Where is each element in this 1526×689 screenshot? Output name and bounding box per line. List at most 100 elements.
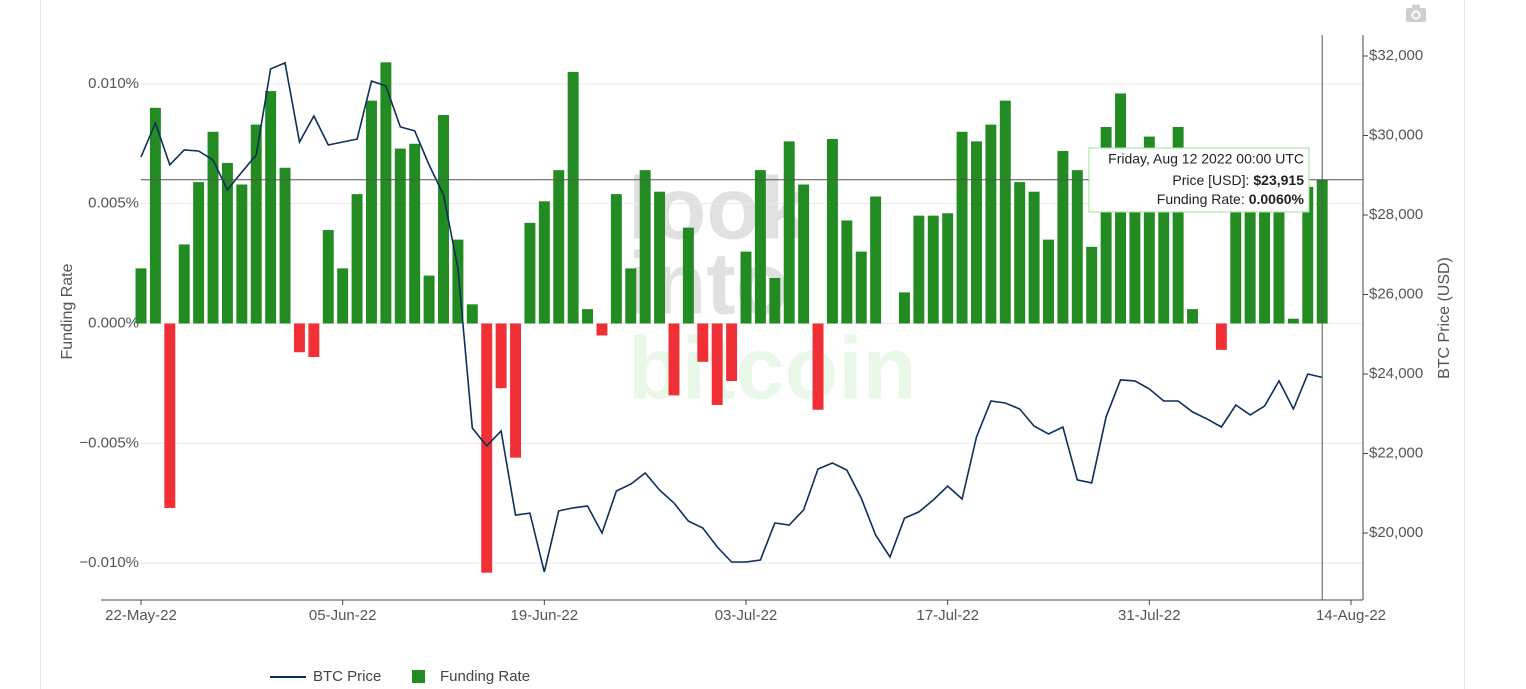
bar: [322, 230, 334, 324]
x-tick-label: 17-Jul-22: [916, 607, 979, 624]
bar: [870, 196, 882, 324]
bar: [1057, 150, 1069, 324]
bar: [495, 323, 507, 389]
y2-axis-title: BTC Price (USD): [1436, 257, 1453, 379]
bar: [610, 194, 622, 324]
bar: [898, 292, 910, 324]
bar: [1273, 184, 1285, 324]
bar: [999, 100, 1011, 324]
bar: [783, 141, 795, 324]
bar: [567, 71, 579, 324]
bar: [740, 251, 752, 324]
bar: [654, 191, 666, 324]
bar: [971, 141, 982, 324]
bar: [553, 170, 565, 324]
bar: [625, 268, 637, 324]
bar: [1287, 318, 1299, 324]
tooltip-label: Funding Rate:: [1157, 191, 1245, 207]
bar: [754, 170, 766, 324]
bar: [149, 107, 161, 324]
x-tick-label: 19-Jun-22: [511, 607, 579, 624]
y2-tick-label: $26,000: [1369, 285, 1423, 302]
y-tick-label: 0.010%: [88, 75, 139, 92]
tooltip-row: Price [USD]: $23,915: [1172, 172, 1304, 188]
bar: [1230, 174, 1242, 324]
bar: [1259, 177, 1271, 324]
bar: [985, 124, 997, 324]
bar: [913, 215, 925, 324]
camera-icon[interactable]: [1406, 5, 1426, 22]
legend-label: Funding Rate: [440, 668, 530, 685]
price-line: [140, 61, 1323, 573]
bar: [308, 323, 320, 358]
bar: [812, 323, 824, 410]
y-axis-title: Funding Rate: [59, 263, 76, 359]
bar: [769, 277, 781, 324]
bar: [1215, 323, 1227, 350]
bar: [1129, 167, 1141, 324]
plot: lookintobitcoin0.010%0.005%0.000%−0.005%…: [59, 35, 1453, 685]
bar: [221, 162, 233, 324]
bar: [178, 244, 190, 324]
bar: [1100, 127, 1112, 324]
bar: [366, 100, 377, 324]
tooltip-box: [1088, 147, 1310, 213]
bar: [1187, 309, 1199, 324]
tooltip-value: 0.0060%: [1249, 191, 1305, 207]
bar: [956, 131, 968, 324]
bar: [293, 323, 305, 353]
bar: [466, 304, 478, 324]
bar: [682, 227, 694, 324]
bar: [596, 323, 608, 336]
y2-tick-label: $28,000: [1369, 206, 1423, 223]
bar: [639, 170, 651, 324]
y2-tick-label: $30,000: [1369, 126, 1423, 143]
bar: [193, 182, 205, 324]
bar: [452, 239, 464, 324]
x-tick-label: 05-Jun-22: [309, 607, 377, 624]
y2-tick-label: $32,000: [1369, 47, 1423, 64]
y2-tick-label: $22,000: [1369, 444, 1423, 461]
bar: [826, 138, 838, 324]
x-tick-label: 14-Aug-22: [1316, 607, 1386, 624]
bar: [711, 323, 723, 405]
bar: [927, 215, 939, 324]
tooltip: Friday, Aug 12 2022 00:00 UTC Price [USD]…: [1088, 147, 1310, 213]
bar: [510, 323, 521, 458]
bar: [265, 91, 277, 324]
bar: [1172, 127, 1184, 324]
tooltip-label: Price [USD]:: [1172, 172, 1249, 188]
x-tick-label: 31-Jul-22: [1118, 607, 1181, 624]
bar: [524, 222, 536, 324]
bar: [798, 184, 810, 324]
bar: [1043, 239, 1054, 324]
y2-tick-label: $20,000: [1369, 524, 1423, 541]
bar: [726, 323, 738, 381]
bar: [394, 148, 406, 324]
bar: [1143, 136, 1155, 324]
bar: [1086, 246, 1098, 324]
x-tick-label: 22-May-22: [105, 607, 177, 624]
legend-swatch: [412, 670, 425, 683]
bar: [1244, 179, 1256, 324]
bar: [438, 115, 449, 324]
tooltip-value: $23,915: [1253, 172, 1304, 188]
tooltip-title: Friday, Aug 12 2022 00:00 UTC: [1108, 151, 1304, 167]
bar: [250, 124, 262, 324]
bar: [582, 309, 594, 324]
y-tick-label: 0.005%: [88, 195, 139, 212]
x-tick-label: 03-Jul-22: [715, 607, 778, 624]
bar: [135, 268, 147, 324]
y-tick-label: −0.010%: [79, 554, 139, 571]
bar: [942, 213, 954, 324]
bar: [236, 184, 248, 324]
bar: [351, 194, 363, 324]
bar: [279, 167, 291, 324]
tooltip-row: Funding Rate: 0.0060%: [1157, 191, 1305, 207]
bar: [164, 323, 176, 508]
bar: [337, 268, 349, 324]
bar: [409, 143, 421, 324]
bar: [841, 220, 853, 324]
y-tick-label: 0.000%: [88, 314, 139, 331]
